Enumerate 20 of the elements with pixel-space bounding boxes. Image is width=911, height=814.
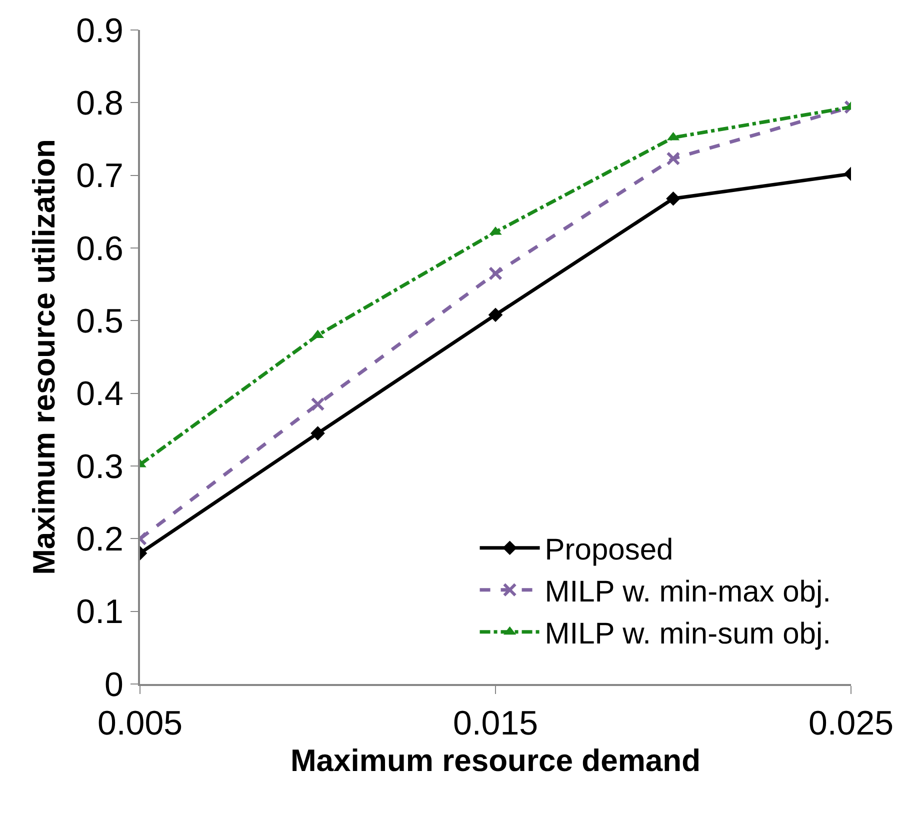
- legend-label: MILP w. min-max obj.: [544, 576, 831, 609]
- y-tick-label: 0: [104, 666, 124, 704]
- y-tick-label: 0.7: [76, 157, 124, 196]
- y-tick-label: 0.3: [76, 448, 124, 486]
- y-tick-label: 0.9: [76, 12, 124, 50]
- y-axis-title: Maximum resource utilization: [26, 139, 62, 575]
- y-tick-label: 0.2: [76, 520, 124, 559]
- x-axis-title: Maximum resource demand: [290, 743, 701, 778]
- point: [488, 266, 502, 280]
- y-tick-label: 0.8: [76, 84, 124, 123]
- y-tick-label: 0.5: [76, 302, 124, 341]
- x-tick-label: 0.015: [452, 704, 538, 743]
- y-tick-label: 0.6: [76, 230, 124, 268]
- x-tick-label: 0.025: [808, 704, 894, 743]
- point: [488, 308, 503, 322]
- x-tick-label: 0.005: [97, 704, 183, 743]
- legend-label: MILP w. min-sum obj.: [544, 618, 831, 651]
- y-tick-label: 0.1: [76, 593, 124, 632]
- y-tick-label: 0.4: [76, 375, 124, 414]
- legend-label: Proposed: [544, 534, 674, 567]
